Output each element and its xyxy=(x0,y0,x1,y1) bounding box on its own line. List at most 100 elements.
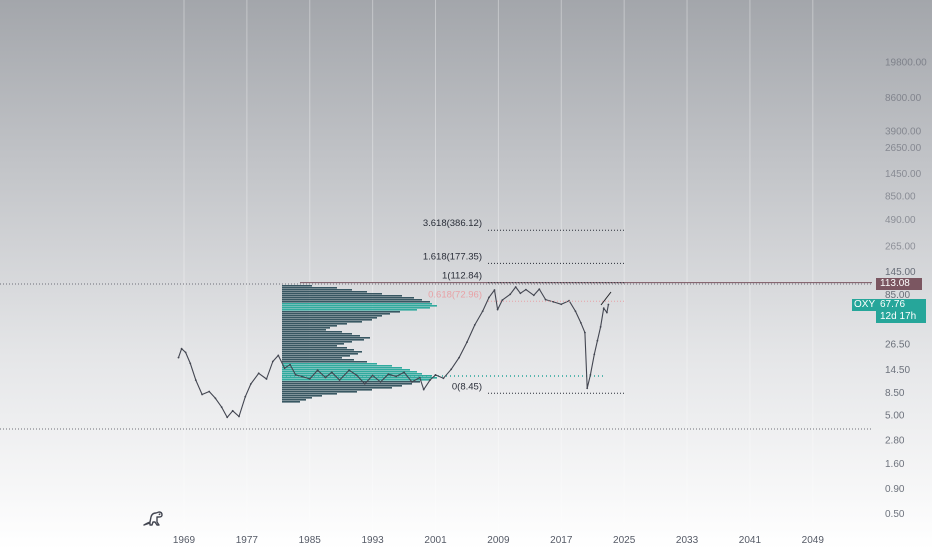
volume-profile-bar xyxy=(282,367,402,369)
y-tick-label: 3900.00 xyxy=(885,127,922,138)
y-axis: 19800.00 8600.00 3900.00 2650.00 1450.00 850.… xyxy=(885,57,927,520)
trend-line-drawing[interactable] xyxy=(600,291,612,306)
x-tick-label: 2049 xyxy=(802,535,825,546)
price-data-point xyxy=(294,374,297,376)
volume-profile-bar xyxy=(282,333,352,335)
price-data-point xyxy=(363,383,366,385)
price-data-point xyxy=(496,308,499,311)
x-tick-label: 1969 xyxy=(173,535,196,546)
volume-profile-bar xyxy=(282,369,410,371)
x-tick-label: 1985 xyxy=(299,535,322,546)
price-data-point xyxy=(442,377,445,380)
volume-profile-bar xyxy=(282,325,337,327)
x-tick-label: 2017 xyxy=(550,535,573,546)
x-tick-label: 2009 xyxy=(487,535,510,546)
volume-profile-bar xyxy=(282,313,390,315)
price-data-point xyxy=(403,371,405,374)
volume-profile-bar xyxy=(282,371,417,373)
volume-profile-bar xyxy=(282,331,342,333)
price-data-point xyxy=(189,362,192,365)
y-tick-label: 1.60 xyxy=(885,459,905,470)
price-data-point xyxy=(473,324,476,326)
price-data-point xyxy=(180,347,183,350)
tradingview-dino-logo-icon xyxy=(143,511,163,526)
price-data-point xyxy=(593,353,596,356)
price-data-point xyxy=(514,286,517,288)
volume-profile-bar xyxy=(282,379,430,381)
price-data-point xyxy=(596,339,599,342)
volume-profile-bar xyxy=(282,359,354,361)
y-tick-label: 0.90 xyxy=(885,484,905,495)
volume-profile-bar xyxy=(282,389,372,391)
y-tick-label: 19800.00 xyxy=(885,57,927,68)
volume-profile-bar xyxy=(282,291,367,293)
volume-profile-bar xyxy=(282,329,326,331)
volume-profile-bar xyxy=(282,363,377,365)
x-tick-label: 2025 xyxy=(613,535,636,546)
fib-level-label: 3.618(386.12) xyxy=(423,218,482,229)
volume-profile-bar xyxy=(282,397,312,399)
volume-profile-bar xyxy=(282,393,337,395)
price-data-point xyxy=(493,289,496,291)
price-data-point xyxy=(208,390,211,393)
price-data-point xyxy=(348,369,350,372)
price-data-point xyxy=(607,303,610,306)
price-data-point xyxy=(257,372,260,375)
price-data-point xyxy=(308,378,311,380)
y-tick-label: 14.50 xyxy=(885,365,910,376)
price-data-point xyxy=(231,409,234,412)
volume-profile-bar xyxy=(282,401,300,403)
price-data-point xyxy=(356,374,358,377)
volume-profile-bar xyxy=(282,343,344,345)
volume-profile-bar xyxy=(282,341,352,343)
y-tick-label: 145.00 xyxy=(885,267,916,278)
price-data-point xyxy=(538,288,541,290)
price-data-point xyxy=(411,381,413,383)
price-data-point xyxy=(519,292,522,295)
y-tick-label: 490.00 xyxy=(885,215,916,226)
price-data-point xyxy=(599,326,602,328)
y-tick-label: 265.00 xyxy=(885,241,916,252)
volume-profile-bar xyxy=(282,387,392,389)
horizontal-line-price-label: 113.08 xyxy=(880,278,910,289)
fib-extension: 3.618(386.12) 1.618(177.35) 1(112.84) 0.618… xyxy=(423,218,626,394)
volume-profile-bar xyxy=(282,293,382,295)
y-tick-label: 0.50 xyxy=(885,509,905,520)
price-data-point xyxy=(481,310,484,312)
price-data-point xyxy=(395,375,398,378)
price-data-point xyxy=(316,369,319,372)
price-data-point xyxy=(214,397,217,400)
price-data-point xyxy=(422,388,425,391)
volume-profile-bar xyxy=(282,391,357,393)
y-tick-label: 850.00 xyxy=(885,192,916,203)
price-data-point xyxy=(324,376,327,379)
price-data-point xyxy=(450,368,453,371)
price-data-point xyxy=(501,299,504,301)
price-data-point xyxy=(201,393,204,396)
price-data-point xyxy=(283,367,286,370)
grid xyxy=(183,0,814,530)
volume-profile-bar xyxy=(282,335,360,337)
volume-profile-bar xyxy=(282,315,382,317)
volume-profile-bar xyxy=(282,383,412,385)
price-data-point xyxy=(371,374,374,377)
symbol-label: OXY xyxy=(854,299,876,310)
price-data-point xyxy=(418,376,421,379)
volume-profile-bar xyxy=(282,381,420,383)
price-data-point xyxy=(277,354,280,357)
volume-profile-bar xyxy=(282,345,337,347)
price-data-point xyxy=(580,322,582,324)
y-tick-label: 1450.00 xyxy=(885,169,922,180)
y-tick-label: 2650.00 xyxy=(885,143,922,154)
volume-profile-bar xyxy=(282,285,312,287)
x-tick-label: 1993 xyxy=(362,535,385,546)
volume-profile-bar xyxy=(282,309,417,311)
fib-level-label: 1.618(177.35) xyxy=(423,251,482,262)
volume-profile-bar xyxy=(282,319,372,321)
volume-profile-bar xyxy=(282,353,358,355)
volume-profile-bar xyxy=(282,295,402,297)
price-data-point xyxy=(525,288,527,291)
price-data-point xyxy=(330,371,333,374)
